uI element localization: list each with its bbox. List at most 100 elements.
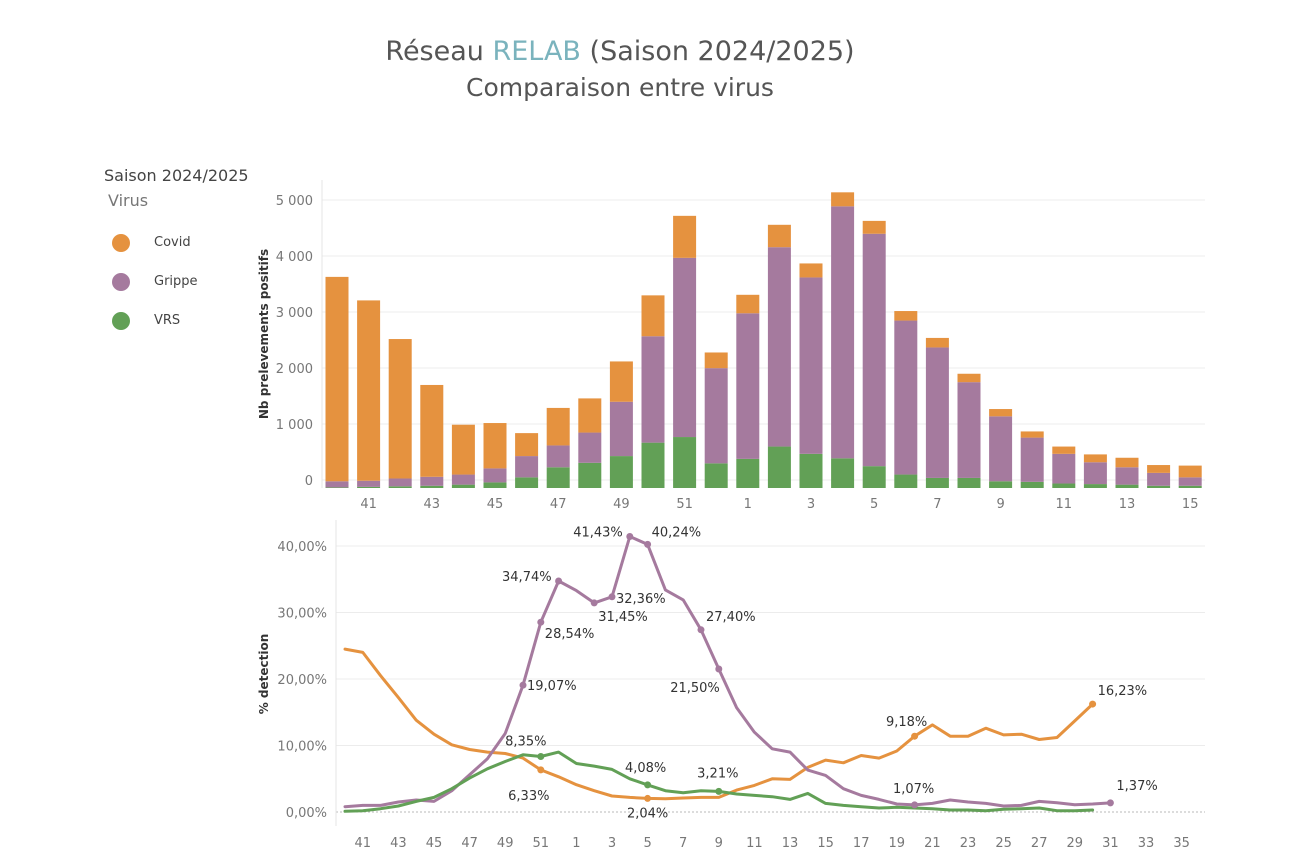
- bar-grippe-6: [894, 320, 918, 475]
- bar-vrs-40: [325, 487, 349, 488]
- bar-covid-44: [451, 424, 475, 475]
- bar-covid-15: [1178, 465, 1202, 478]
- data-label-vrs-9: 3,21%: [697, 766, 738, 781]
- bar-vrs-11: [1052, 483, 1076, 488]
- bar-grippe-3: [799, 277, 823, 454]
- bar-grippe-52: [704, 368, 728, 464]
- bar-grippe-47: [546, 445, 570, 468]
- bar-vrs-7: [925, 477, 949, 488]
- bar-covid-47: [546, 407, 570, 446]
- bar-covid-50: [641, 295, 665, 337]
- data-label-vrs-51: 8,35%: [505, 734, 546, 749]
- bar-covid-12: [1083, 454, 1107, 463]
- bar-grippe-45: [483, 468, 507, 483]
- bar-grippe-44: [451, 474, 475, 485]
- bar-covid-14: [1147, 465, 1171, 473]
- line-x-tick-label: 35: [1173, 836, 1190, 851]
- line-x-tick-label: 9: [715, 836, 723, 851]
- bar-grippe-49: [609, 401, 633, 457]
- bar-covid-5: [862, 220, 886, 234]
- legend-item-grippe[interactable]: Grippe: [104, 262, 274, 301]
- line-y-tick-label: 40,00%: [277, 540, 327, 555]
- data-label-covid-20: 9,18%: [886, 715, 927, 730]
- bar-vrs-43: [420, 485, 444, 488]
- point-grippe-3: [608, 593, 616, 601]
- point-grippe-4: [626, 532, 634, 540]
- point-vrs-5: [644, 781, 652, 789]
- bar-vrs-5: [862, 466, 886, 488]
- bar-covid-13: [1115, 457, 1139, 468]
- bar-vrs-44: [451, 484, 475, 488]
- line-x-tick-label: 33: [1138, 836, 1155, 851]
- bar-vrs-49: [609, 456, 633, 488]
- bar-covid-9: [989, 409, 1013, 417]
- bar-vrs-41: [357, 486, 381, 488]
- data-label-grippe-50: 19,07%: [527, 679, 577, 694]
- point-grippe-5: [644, 540, 652, 548]
- data-label-grippe-4: 41,43%: [573, 525, 623, 540]
- data-label-grippe-20: 1,07%: [893, 782, 934, 797]
- bar-vrs-1: [736, 458, 760, 488]
- data-label-vrs-5: 4,08%: [625, 761, 666, 776]
- line-x-tick-label: 3: [608, 836, 616, 851]
- bar-y-tick-label: 0: [305, 474, 313, 489]
- bar-vrs-8: [957, 477, 981, 488]
- bar-y-tick-label: 4 000: [276, 250, 313, 265]
- bar-covid-42: [388, 339, 412, 479]
- data-label-grippe-5: 40,24%: [652, 525, 702, 540]
- data-label-grippe-2: 31,45%: [598, 610, 648, 625]
- data-label-covid-51: 6,33%: [508, 789, 549, 804]
- bar-grippe-42: [388, 478, 412, 487]
- bar-covid-3: [799, 263, 823, 278]
- bar-grippe-41: [357, 480, 381, 487]
- legend-item-covid[interactable]: Covid: [104, 223, 274, 262]
- bar-x-tick-label: 41: [360, 497, 377, 512]
- legend-item-vrs[interactable]: VRS: [104, 301, 274, 340]
- bar-vrs-52: [704, 463, 728, 488]
- bar-vrs-6: [894, 474, 918, 488]
- line-series-covid: [343, 647, 1095, 801]
- bar-x-tick-label: 3: [807, 497, 815, 512]
- legend-title: Virus: [108, 191, 149, 210]
- bar-covid-6: [894, 311, 918, 321]
- bar-covid-45: [483, 423, 507, 469]
- bar-y-tick-label: 2 000: [276, 362, 313, 377]
- bar-grippe-43: [420, 476, 444, 486]
- line-y-tick-label: 10,00%: [277, 740, 327, 755]
- bar-grippe-13: [1115, 467, 1139, 485]
- line-x-tick-label: 29: [1067, 836, 1084, 851]
- bar-x-tick-label: 51: [676, 497, 693, 512]
- line-x-tick-label: 51: [533, 836, 550, 851]
- line-x-tick-label: 5: [643, 836, 651, 851]
- bar-covid-1: [736, 294, 760, 314]
- legend-label-vrs: VRS: [154, 313, 181, 328]
- line-x-tick-label: 23: [960, 836, 977, 851]
- bar-covid-10: [1020, 431, 1044, 438]
- bar-covid-51: [673, 215, 697, 258]
- bar-vrs-50: [641, 442, 665, 488]
- bar-covid-2: [767, 224, 791, 248]
- line-x-tick-label: 13: [782, 836, 799, 851]
- bar-vrs-51: [673, 437, 697, 488]
- data-label-grippe-8: 27,40%: [706, 610, 756, 625]
- bar-y-tick-label: 1 000: [276, 418, 313, 433]
- point-covid-30: [1089, 700, 1097, 708]
- line-series-grippe: [343, 535, 1112, 809]
- bar-vrs-3: [799, 453, 823, 488]
- bar-covid-11: [1052, 446, 1076, 454]
- bar-y-axis-title: Nb prelevements positifs: [257, 249, 271, 419]
- bar-grippe-8: [957, 382, 981, 478]
- bar-vrs-13: [1115, 484, 1139, 488]
- line-x-tick-label: 31: [1102, 836, 1119, 851]
- bar-x-tick-label: 5: [870, 497, 878, 512]
- bar-grippe-1: [736, 313, 760, 459]
- bar-x-tick-label: 7: [933, 497, 941, 512]
- bar-x-tick-label: 9: [996, 497, 1004, 512]
- bar-vrs-2: [767, 446, 791, 488]
- bar-grippe-14: [1147, 472, 1171, 486]
- bar-x-tick-label: 11: [1056, 497, 1073, 512]
- bar-x-tick-label: 1: [744, 497, 752, 512]
- legend-label-grippe: Grippe: [154, 274, 198, 289]
- bar-covid-40: [325, 276, 349, 482]
- bar-covid-49: [609, 361, 633, 402]
